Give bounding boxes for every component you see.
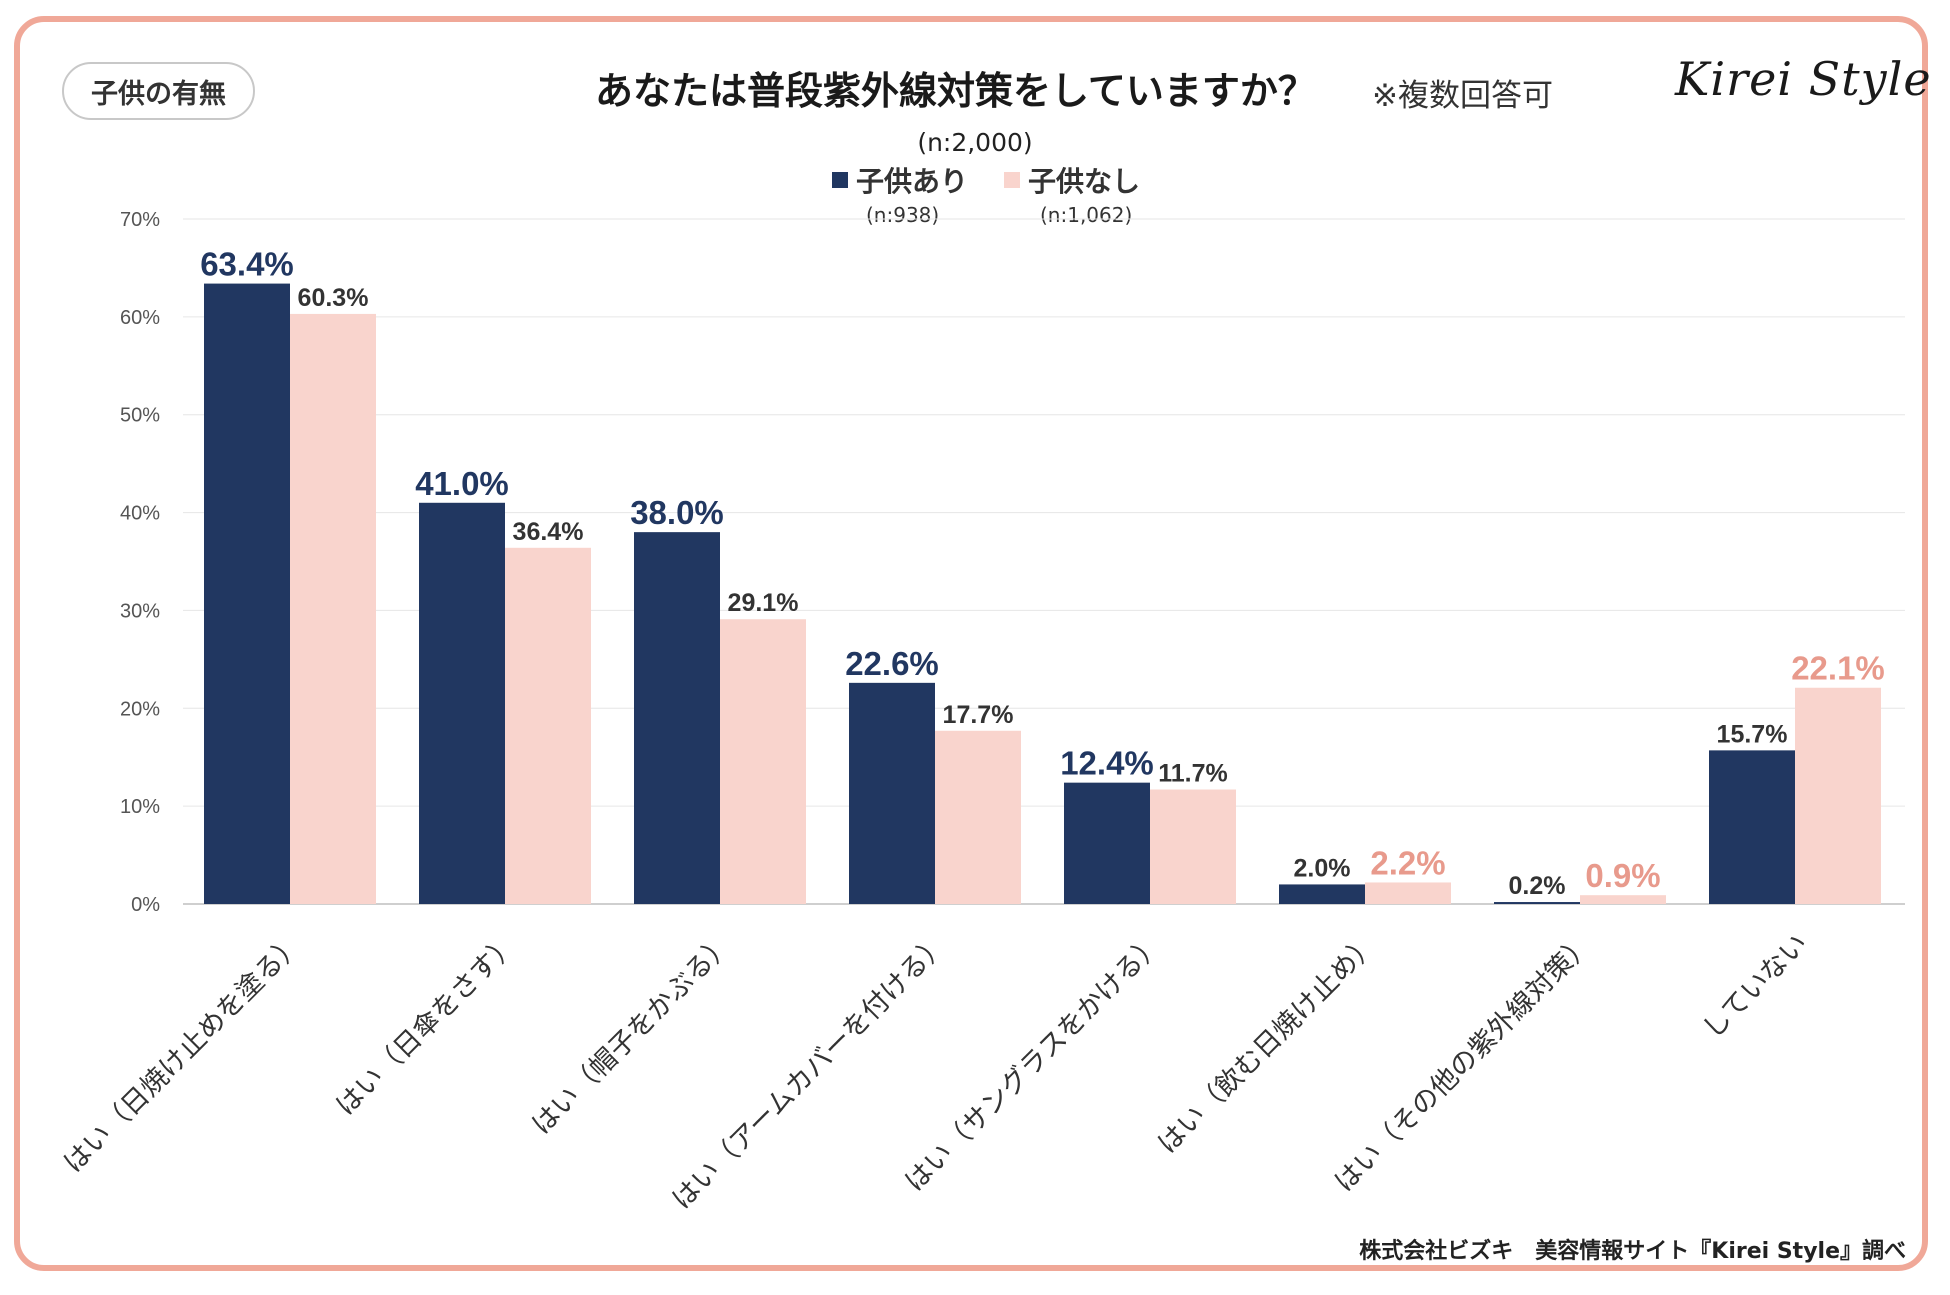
data-label: 41.0% [415, 465, 509, 502]
y-tick-label: 70% [120, 209, 160, 231]
data-label: 0.2% [1509, 872, 1566, 900]
y-tick-label: 30% [120, 600, 160, 622]
data-label: 0.9% [1585, 857, 1660, 894]
brand-logo: Kirei Style [1675, 52, 1932, 106]
bar [290, 313, 376, 905]
data-label: 15.7% [1717, 720, 1788, 748]
bar [634, 532, 720, 904]
legend-label-without-children: 子供なし [1028, 165, 1141, 198]
data-label: 63.4% [200, 246, 294, 283]
data-label: 22.6% [845, 645, 939, 682]
y-tick-label: 0% [131, 894, 160, 916]
data-label: 29.1% [728, 589, 799, 617]
bar [1150, 789, 1236, 904]
y-tick-label: 20% [120, 698, 160, 720]
bar [505, 547, 591, 904]
y-tick-label: 50% [120, 405, 160, 427]
bar [720, 619, 806, 904]
y-tick-label: 60% [120, 307, 160, 329]
data-label: 2.2% [1370, 844, 1445, 881]
legend-n-without-children: (n:1,062) [1040, 203, 1133, 227]
bar [1494, 902, 1580, 904]
bar [1279, 884, 1365, 904]
data-label: 36.4% [513, 518, 584, 546]
chart-frame [14, 16, 1928, 1271]
bar [1064, 782, 1150, 904]
y-tick-label: 10% [120, 796, 160, 818]
legend-item-with-children: 子供あり [832, 160, 968, 200]
y-tick-label: 40% [120, 503, 160, 525]
x-category-label: はい（サングラスをかける） [899, 928, 1169, 1198]
total-sample-size: (n:2,000) [917, 128, 1033, 157]
x-category-label: はい（帽子をかぶる） [526, 928, 739, 1141]
data-label: 22.1% [1791, 650, 1885, 687]
legend-swatch-with-children [832, 172, 848, 188]
data-label: 11.7% [1158, 760, 1228, 788]
legend-swatch-without-children [1004, 172, 1020, 188]
x-category-label: はい（日焼け止めを塗る） [58, 928, 309, 1179]
x-category-label: はい（飲む日焼け止め） [1152, 928, 1384, 1160]
bar [419, 502, 505, 904]
multiple-answer-note: ※複数回答可 [1372, 78, 1553, 114]
legend-n-with-children: (n:938) [866, 203, 940, 227]
data-label: 12.4% [1060, 745, 1154, 782]
bar [1709, 750, 1795, 904]
x-category-label: はい（その他の紫外線対策） [1329, 928, 1599, 1198]
bar [1580, 895, 1666, 904]
data-label: 2.0% [1294, 854, 1351, 882]
x-category-label: はい（日傘をさす） [330, 928, 524, 1122]
filter-chip[interactable]: 子供の有無 [62, 62, 255, 120]
data-label: 17.7% [943, 701, 1014, 729]
bar [204, 283, 290, 905]
legend-item-without-children: 子供なし [1004, 160, 1140, 200]
source-credit: 株式会社ビズキ 美容情報サイト『Kirei Style』調べ [1359, 1239, 1906, 1264]
data-label: 60.3% [298, 284, 369, 312]
x-category-label: していない [1697, 928, 1814, 1045]
data-label: 38.0% [630, 494, 724, 531]
bar [849, 682, 935, 904]
legend-label-with-children: 子供あり [856, 165, 969, 198]
chart-title: あなたは普段紫外線対策をしていますか？ [595, 69, 1316, 113]
bar [935, 730, 1021, 904]
bar [1795, 687, 1881, 904]
bar [1365, 882, 1451, 904]
